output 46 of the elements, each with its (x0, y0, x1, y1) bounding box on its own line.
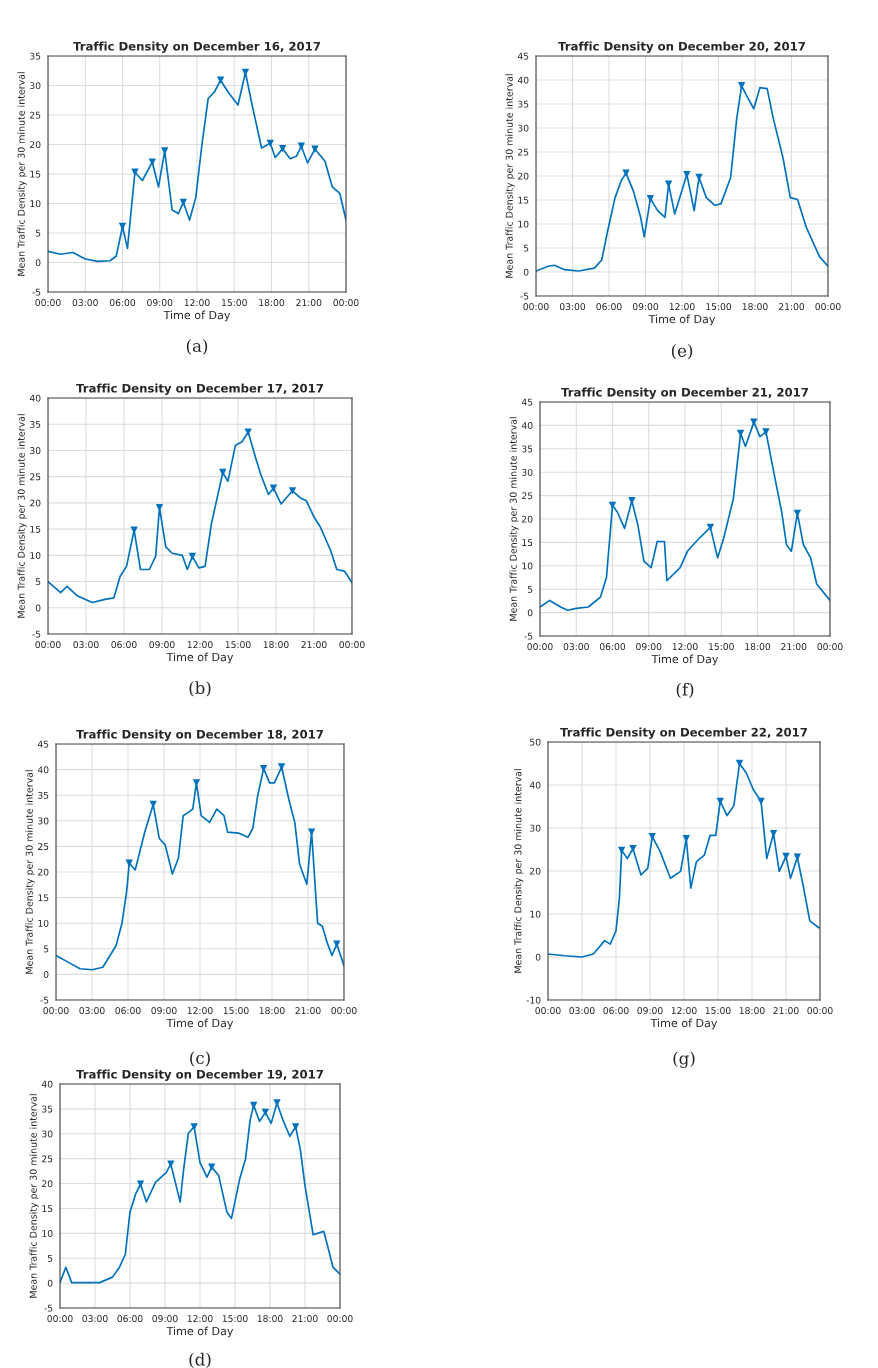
line-series (540, 421, 830, 612)
point (179, 198, 188, 206)
point (297, 142, 305, 150)
point (207, 1163, 216, 1171)
point (269, 484, 278, 492)
point (188, 552, 197, 561)
point (192, 779, 201, 787)
point (307, 828, 316, 836)
point (750, 418, 758, 426)
point (288, 487, 297, 495)
point (277, 763, 286, 771)
line-series (48, 431, 352, 604)
point (219, 468, 227, 477)
text: (c) (190, 1051, 210, 1067)
point (646, 194, 655, 203)
text: (d) (189, 1352, 211, 1368)
point (291, 1123, 300, 1131)
line-series (548, 762, 820, 958)
point (706, 523, 715, 532)
point (249, 1101, 258, 1110)
text: (a) (186, 339, 208, 355)
point (735, 759, 744, 768)
point (261, 1108, 270, 1117)
line-series (60, 1102, 340, 1284)
point (216, 76, 225, 84)
text: (g) (673, 1051, 695, 1068)
point (167, 1160, 175, 1168)
point (273, 1099, 281, 1107)
point (793, 853, 802, 861)
point (762, 428, 770, 436)
point (664, 180, 673, 188)
text: (f) (676, 682, 694, 699)
line-series (56, 766, 344, 971)
point (190, 1123, 198, 1131)
point (648, 832, 656, 841)
point (161, 147, 169, 155)
line-series (48, 71, 346, 263)
point (136, 1180, 145, 1188)
text: (b) (189, 681, 211, 697)
point (622, 169, 630, 177)
point (716, 797, 724, 806)
text: (e) (671, 344, 693, 360)
line-series (536, 84, 828, 272)
point (244, 428, 252, 436)
point (259, 764, 268, 773)
point (279, 144, 287, 153)
